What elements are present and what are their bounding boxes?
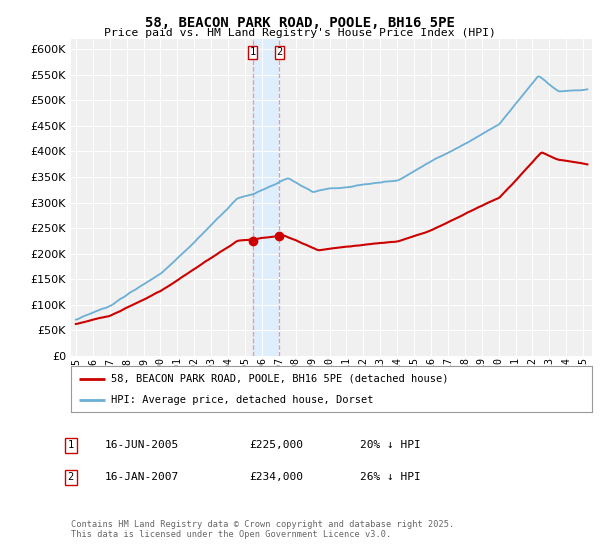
Text: £234,000: £234,000	[249, 472, 303, 482]
Text: 2: 2	[277, 47, 283, 57]
Text: Contains HM Land Registry data © Crown copyright and database right 2025.
This d: Contains HM Land Registry data © Crown c…	[71, 520, 454, 539]
Text: 16-JUN-2005: 16-JUN-2005	[105, 440, 179, 450]
Text: 20% ↓ HPI: 20% ↓ HPI	[360, 440, 421, 450]
Text: 1: 1	[250, 47, 256, 57]
Text: 58, BEACON PARK ROAD, POOLE, BH16 5PE (detached house): 58, BEACON PARK ROAD, POOLE, BH16 5PE (d…	[112, 374, 449, 384]
Bar	[253, 39, 280, 356]
Text: 1: 1	[68, 440, 74, 450]
Text: £225,000: £225,000	[249, 440, 303, 450]
Text: Price paid vs. HM Land Registry's House Price Index (HPI): Price paid vs. HM Land Registry's House …	[104, 28, 496, 38]
Text: HPI: Average price, detached house, Dorset: HPI: Average price, detached house, Dors…	[112, 395, 374, 405]
Text: 16-JAN-2007: 16-JAN-2007	[105, 472, 179, 482]
Text: 58, BEACON PARK ROAD, POOLE, BH16 5PE: 58, BEACON PARK ROAD, POOLE, BH16 5PE	[145, 16, 455, 30]
Text: 2: 2	[68, 472, 74, 482]
Text: 26% ↓ HPI: 26% ↓ HPI	[360, 472, 421, 482]
